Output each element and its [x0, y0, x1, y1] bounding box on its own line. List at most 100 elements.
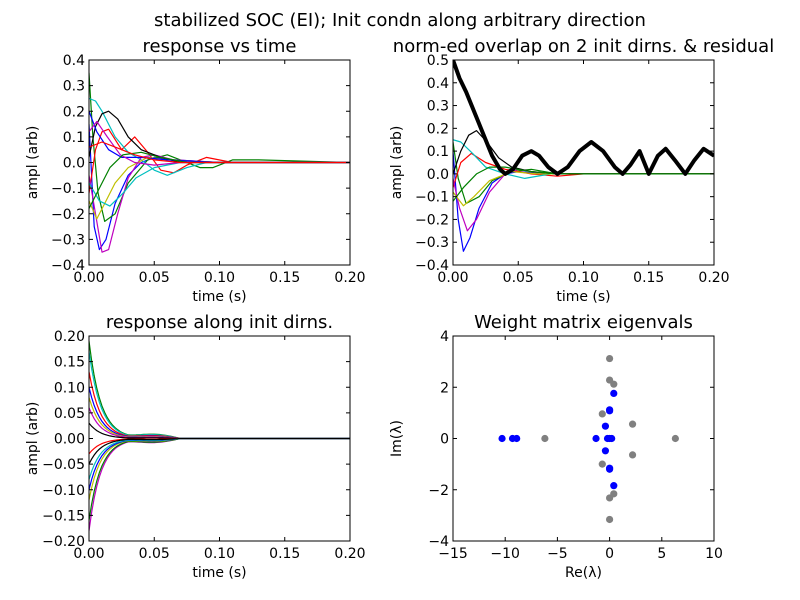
y-tick-label: −0.20 [42, 534, 85, 550]
series-line [453, 141, 714, 205]
eigenvalue-point [601, 447, 610, 455]
eigenvalue-point [513, 434, 521, 443]
eigenvalue-point [598, 410, 606, 418]
y-tick-label: 0.2 [427, 121, 449, 137]
x-tick-label: 0.05 [139, 270, 170, 286]
y-axis-label: Im(λ) [389, 420, 405, 457]
eigenvalue-point [610, 380, 618, 388]
x-tick-label: 0.05 [503, 270, 534, 286]
x-tick-label: 0.00 [437, 270, 468, 286]
series-line [453, 171, 714, 207]
eigenvalue-point [541, 434, 549, 443]
y-tick-label: 0.20 [54, 329, 85, 345]
x-tick-label: −15 [438, 546, 468, 562]
eigenvalue-point [592, 434, 600, 443]
eigenvalue-point [606, 465, 614, 473]
series-line [89, 97, 350, 176]
y-tick-label: 0.0 [63, 156, 85, 172]
x-axis-label: time (s) [192, 565, 246, 581]
subplot-title: Weight matrix eigenvals [474, 312, 693, 333]
x-tick-label: 0.20 [334, 546, 365, 562]
eigenvalue-point [628, 420, 637, 428]
y-tick-label: −0.3 [51, 232, 85, 248]
x-tick-label: 0.10 [204, 546, 235, 562]
y-tick-label: −0.15 [42, 508, 85, 524]
x-tick-label: 0.15 [633, 270, 664, 286]
series-line [89, 141, 350, 164]
x-tick-label: −10 [490, 546, 520, 562]
eigenvalue-point [606, 515, 614, 524]
y-tick-label: −0.4 [51, 258, 85, 274]
x-tick-label: 0 [605, 546, 614, 562]
eigenvalue-point [628, 451, 637, 459]
figure-title: stabilized SOC (EI); Init condn along ar… [154, 10, 646, 31]
eigenvalue-point [601, 422, 610, 430]
subplot-title: response vs time [143, 36, 297, 57]
plot-area [498, 354, 679, 524]
eigenvalue-point [610, 482, 618, 490]
y-tick-label: −0.2 [415, 212, 449, 228]
plot-area [89, 72, 350, 253]
x-axis-label: Re(λ) [565, 565, 602, 581]
x-tick-label: 0.15 [269, 270, 300, 286]
subplot-2: 0.00 0.05 0.10 0.15 0.20 −0.4 −0.3 −0.2 −0.1 0.0 0… [389, 36, 774, 305]
y-tick-label: 0.1 [63, 130, 85, 146]
series-line [89, 72, 350, 222]
eigenvalue-point [610, 389, 618, 397]
y-tick-label: 2 [440, 380, 449, 396]
eigenvalue-point [606, 354, 614, 363]
x-tick-label: 0.20 [334, 270, 365, 286]
x-axis-label: time (s) [556, 289, 610, 305]
y-tick-label: 0.15 [54, 355, 85, 371]
series-line [453, 152, 714, 188]
y-axis-label: ampl (arb) [389, 126, 405, 200]
subplot-title: norm-ed overlap on 2 init dirns. & resid… [393, 36, 774, 57]
y-tick-label: −0.05 [42, 457, 85, 473]
plot-area [453, 60, 714, 252]
x-tick-label: 0.05 [139, 546, 170, 562]
x-tick-label: 0.20 [698, 270, 729, 286]
y-tick-label: 4 [440, 329, 449, 345]
y-tick-label: 0.3 [427, 99, 449, 115]
y-axis-label: ampl (arb) [25, 126, 41, 200]
eigenvalue-point [606, 407, 614, 415]
x-axis-label: time (s) [192, 289, 246, 305]
y-tick-label: 0.3 [63, 79, 85, 95]
y-tick-label: 0.5 [427, 53, 449, 69]
y-axis-label: ampl (arb) [25, 402, 41, 476]
y-tick-label: 0.4 [63, 53, 85, 69]
y-tick-label: −4 [428, 534, 449, 550]
subplot-title: response along init dirns. [106, 312, 333, 333]
y-tick-label: 0.10 [54, 380, 85, 396]
x-tick-label: 0.10 [568, 270, 599, 286]
series-line [89, 120, 350, 166]
x-tick-label: 5 [657, 546, 666, 562]
eigenvalue-point [598, 460, 606, 468]
y-tick-label: −2 [428, 483, 449, 499]
y-tick-label: 0.00 [54, 432, 85, 448]
series-line [89, 437, 350, 465]
residual-line [453, 60, 714, 176]
y-tick-label: −0.2 [51, 207, 85, 223]
series-line [453, 139, 714, 179]
eigenvalue-point [498, 434, 506, 443]
y-tick-label: 0.05 [54, 406, 85, 422]
y-tick-label: −0.1 [51, 181, 85, 197]
eigenvalue-point [606, 494, 614, 502]
y-tick-label: 0.0 [427, 167, 449, 183]
x-tick-label: 0.15 [269, 546, 300, 562]
y-tick-label: −0.1 [415, 190, 449, 206]
x-tick-label: 0.00 [73, 546, 104, 562]
y-tick-label: 0 [440, 432, 449, 448]
x-tick-label: 0.00 [73, 270, 104, 286]
eigenvalue-point [608, 434, 616, 443]
y-tick-label: −0.3 [415, 235, 449, 251]
x-tick-label: 0.10 [204, 270, 235, 286]
y-tick-label: −0.4 [415, 258, 449, 274]
y-tick-label: 0.1 [427, 144, 449, 160]
x-tick-label: 10 [705, 546, 723, 562]
eigenvalue-point [671, 434, 679, 443]
subplot-4: −15 −10 −5 0 5 10 −4 −2 0 2 4 Weight matrix eigenva… [389, 312, 723, 581]
plot-area [89, 341, 350, 531]
